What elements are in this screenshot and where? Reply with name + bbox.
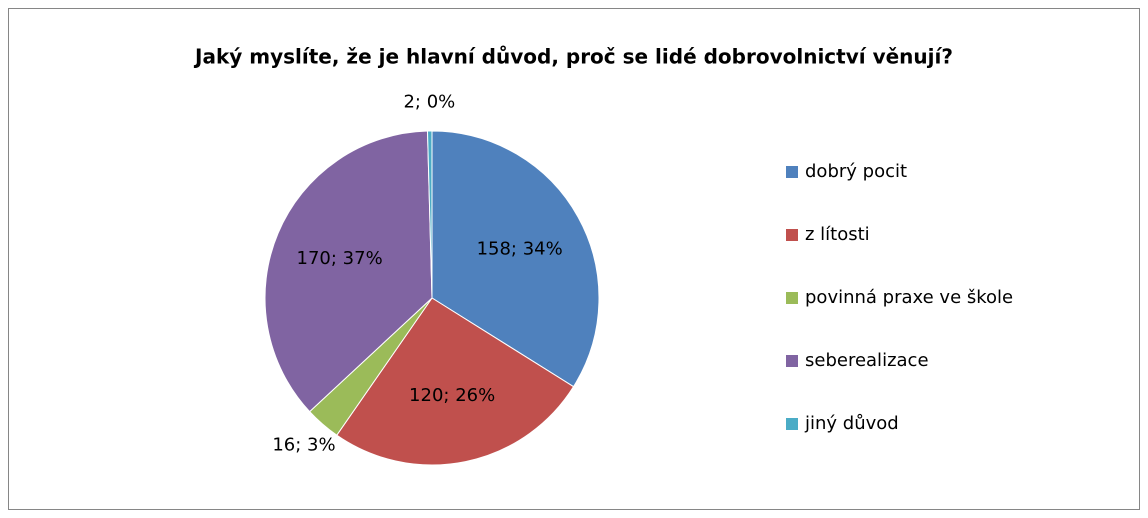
legend-swatch [786,292,798,304]
legend-label: seberealizace [805,350,929,371]
chart-title: Jaký myslíte, že je hlavní důvod, proč s… [193,45,953,69]
data-label: 158; 34% [477,238,563,259]
pie-slice [426,130,433,299]
legend-swatch [786,229,798,241]
legend-label: dobrý pocit [805,161,907,182]
data-label: 2; 0% [403,92,455,113]
legend-swatch [786,166,798,178]
legend-label: povinná praxe ve škole [805,287,1013,308]
pie-slice [336,297,575,466]
data-label: 170; 37% [297,248,383,269]
data-label: 120; 26% [409,385,495,406]
legend-label: jiný důvod [804,413,899,434]
pie-slice [264,130,433,413]
pie-slice [431,130,600,388]
data-label: 16; 3% [272,435,335,456]
legend-label: z lítosti [805,224,870,245]
legend-swatch [786,418,798,430]
legend-swatch [786,355,798,367]
